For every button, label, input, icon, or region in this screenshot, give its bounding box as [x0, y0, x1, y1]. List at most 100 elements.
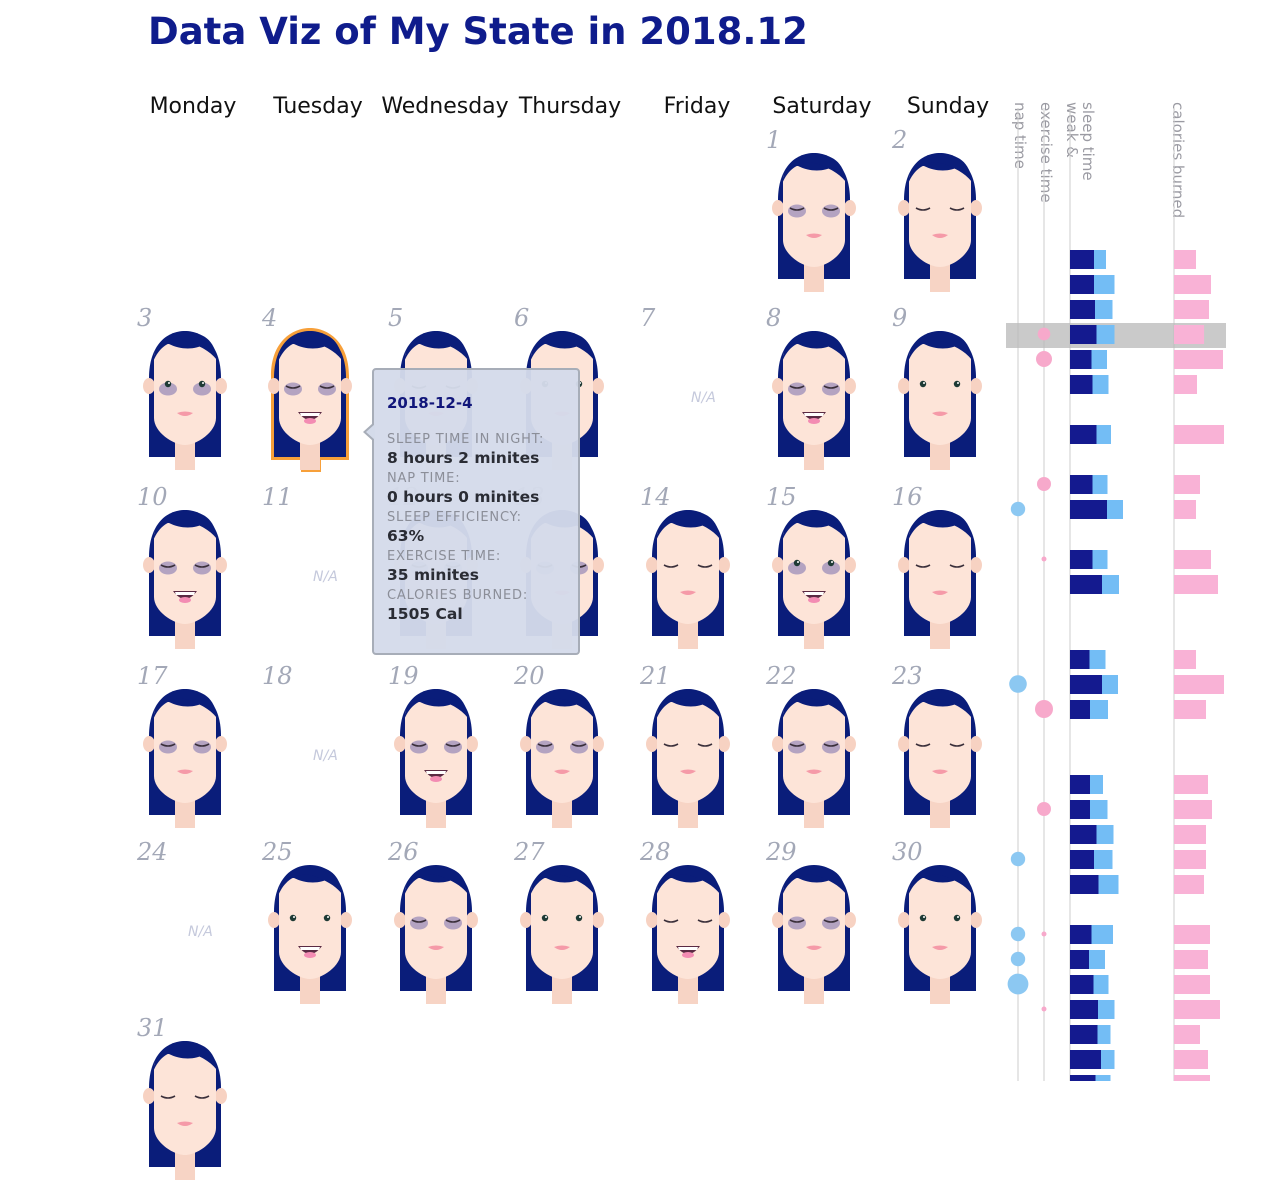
weak-bar-22	[1094, 850, 1113, 869]
day-number-15: 15	[766, 483, 797, 511]
tooltip-sleep-value: 8 hours 2 minites	[387, 449, 540, 467]
calories-bar-23	[1174, 875, 1204, 894]
calories-bar-28	[1174, 1000, 1220, 1019]
sleep-bar-14	[1070, 650, 1090, 669]
face-day-25[interactable]	[260, 862, 360, 1012]
face-day-17[interactable]	[135, 686, 235, 836]
exercise-dot-12	[1041, 556, 1047, 562]
day-number-23: 23	[892, 662, 923, 690]
day-number-5: 5	[388, 304, 404, 332]
calories-bar-26	[1174, 950, 1208, 969]
weekday-friday: Friday	[663, 94, 731, 119]
tooltip-calories-label: CALORIES BURNED:	[387, 588, 529, 603]
face-day-20[interactable]	[512, 686, 612, 836]
weak-bar-21	[1096, 825, 1114, 844]
face-day-15[interactable]	[764, 507, 864, 657]
calories-bar-3	[1174, 300, 1209, 319]
day-number-17: 17	[137, 662, 168, 690]
sleep-header-line-1: weak &	[1063, 102, 1081, 158]
sleep-bar-22	[1070, 850, 1094, 869]
weak-bar-3	[1095, 300, 1113, 319]
calories-bar-22	[1174, 850, 1206, 869]
face-day-28[interactable]	[638, 862, 738, 1012]
sleep-bar-2	[1070, 275, 1094, 294]
weak-bar-16	[1090, 700, 1108, 719]
tooltip-nap-value: 0 hours 0 minites	[387, 488, 540, 506]
day-number-31: 31	[137, 1014, 168, 1042]
day-number-19: 19	[388, 662, 419, 690]
tooltip-sleep-label: SLEEP TIME IN NIGHT:	[387, 432, 545, 447]
face-day-1[interactable]	[764, 150, 864, 300]
face-day-8[interactable]	[764, 328, 864, 478]
face-day-30[interactable]	[890, 862, 990, 1012]
weak-bar-10	[1107, 500, 1123, 519]
day-number-3: 3	[137, 304, 153, 332]
weak-bar-25	[1091, 925, 1113, 944]
nap-dot-27	[1007, 973, 1029, 995]
nap-dot-26	[1010, 951, 1026, 967]
face-day-22[interactable]	[764, 686, 864, 836]
weak-bar-28	[1098, 1000, 1115, 1019]
face-day-29[interactable]	[764, 862, 864, 1012]
calories-bar-12	[1174, 550, 1211, 569]
day-number-24: 24	[137, 838, 168, 866]
sleep-bar-16	[1070, 700, 1090, 719]
face-day-16[interactable]	[890, 507, 990, 657]
sleep-bar-9	[1070, 475, 1093, 494]
exercise-dot-9	[1037, 477, 1051, 491]
day-number-9: 9	[892, 304, 908, 332]
calories-bar-5	[1174, 350, 1223, 369]
calories-bar-29	[1174, 1025, 1200, 1044]
weekday-thursday: Thursday	[518, 94, 622, 119]
day-number-20: 20	[514, 662, 545, 690]
highlight-band	[1006, 323, 1226, 348]
weak-bar-19	[1090, 775, 1103, 794]
sleep-bar-12	[1070, 550, 1093, 569]
face-day-2[interactable]	[890, 150, 990, 300]
sleep-header-line-2: sleep time	[1079, 102, 1097, 181]
face-day-23[interactable]	[890, 686, 990, 836]
face-day-19[interactable]	[386, 686, 486, 836]
calories-bar-30	[1174, 1050, 1208, 1069]
face-day-14[interactable]	[638, 507, 738, 657]
face-day-26[interactable]	[386, 862, 486, 1012]
tooltip-calories-value: 1505 Cal	[387, 605, 463, 623]
sleep-bar-13	[1070, 575, 1102, 594]
calories-bar-8	[1174, 425, 1224, 444]
sleep-bar-4	[1070, 325, 1097, 344]
weekday-wednesday: Wednesday	[381, 94, 509, 119]
day-number-1: 1	[766, 126, 782, 154]
weak-bar-30	[1101, 1050, 1115, 1069]
day-number-27: 27	[514, 838, 545, 866]
face-day-31[interactable]	[135, 1038, 235, 1188]
weekday-tuesday: Tuesday	[273, 94, 363, 119]
tooltip-exercise-label: EXERCISE TIME:	[387, 549, 502, 564]
face-day-9[interactable]	[890, 328, 990, 478]
sleep-bar-30	[1070, 1050, 1101, 1069]
exercise-dot-20	[1037, 802, 1051, 816]
day-number-8: 8	[766, 304, 782, 332]
sleep-bar-31	[1070, 1075, 1096, 1081]
face-day-27[interactable]	[512, 862, 612, 1012]
day-number-26: 26	[388, 838, 419, 866]
calories-bar-4	[1174, 325, 1205, 344]
weak-bar-31	[1095, 1075, 1111, 1081]
nap-dot-25	[1010, 926, 1026, 942]
sleep-bar-28	[1070, 1000, 1098, 1019]
na-label: N/A	[313, 569, 338, 585]
exercise-dot-4	[1037, 327, 1051, 341]
face-day-10[interactable]	[135, 507, 235, 657]
day-tooltip: 2018-12-4 SLEEP TIME IN NIGHT: 8 hours 2…	[363, 368, 580, 655]
day-number-25: 25	[262, 838, 293, 866]
exercise-dot-5	[1036, 351, 1052, 367]
day-number-2: 2	[892, 126, 908, 154]
tooltip-efficiency-value: 63%	[387, 527, 425, 545]
tooltip-efficiency-label: SLEEP EFFICIENCY:	[387, 510, 522, 525]
calories-bar-6	[1174, 375, 1197, 394]
sleep-bar-19	[1070, 775, 1090, 794]
weak-bar-23	[1098, 875, 1119, 894]
face-day-4[interactable]	[260, 328, 360, 478]
face-day-3[interactable]	[135, 328, 235, 478]
page-title: Data Viz of My State in 2018.12	[148, 10, 808, 53]
face-day-21[interactable]	[638, 686, 738, 836]
